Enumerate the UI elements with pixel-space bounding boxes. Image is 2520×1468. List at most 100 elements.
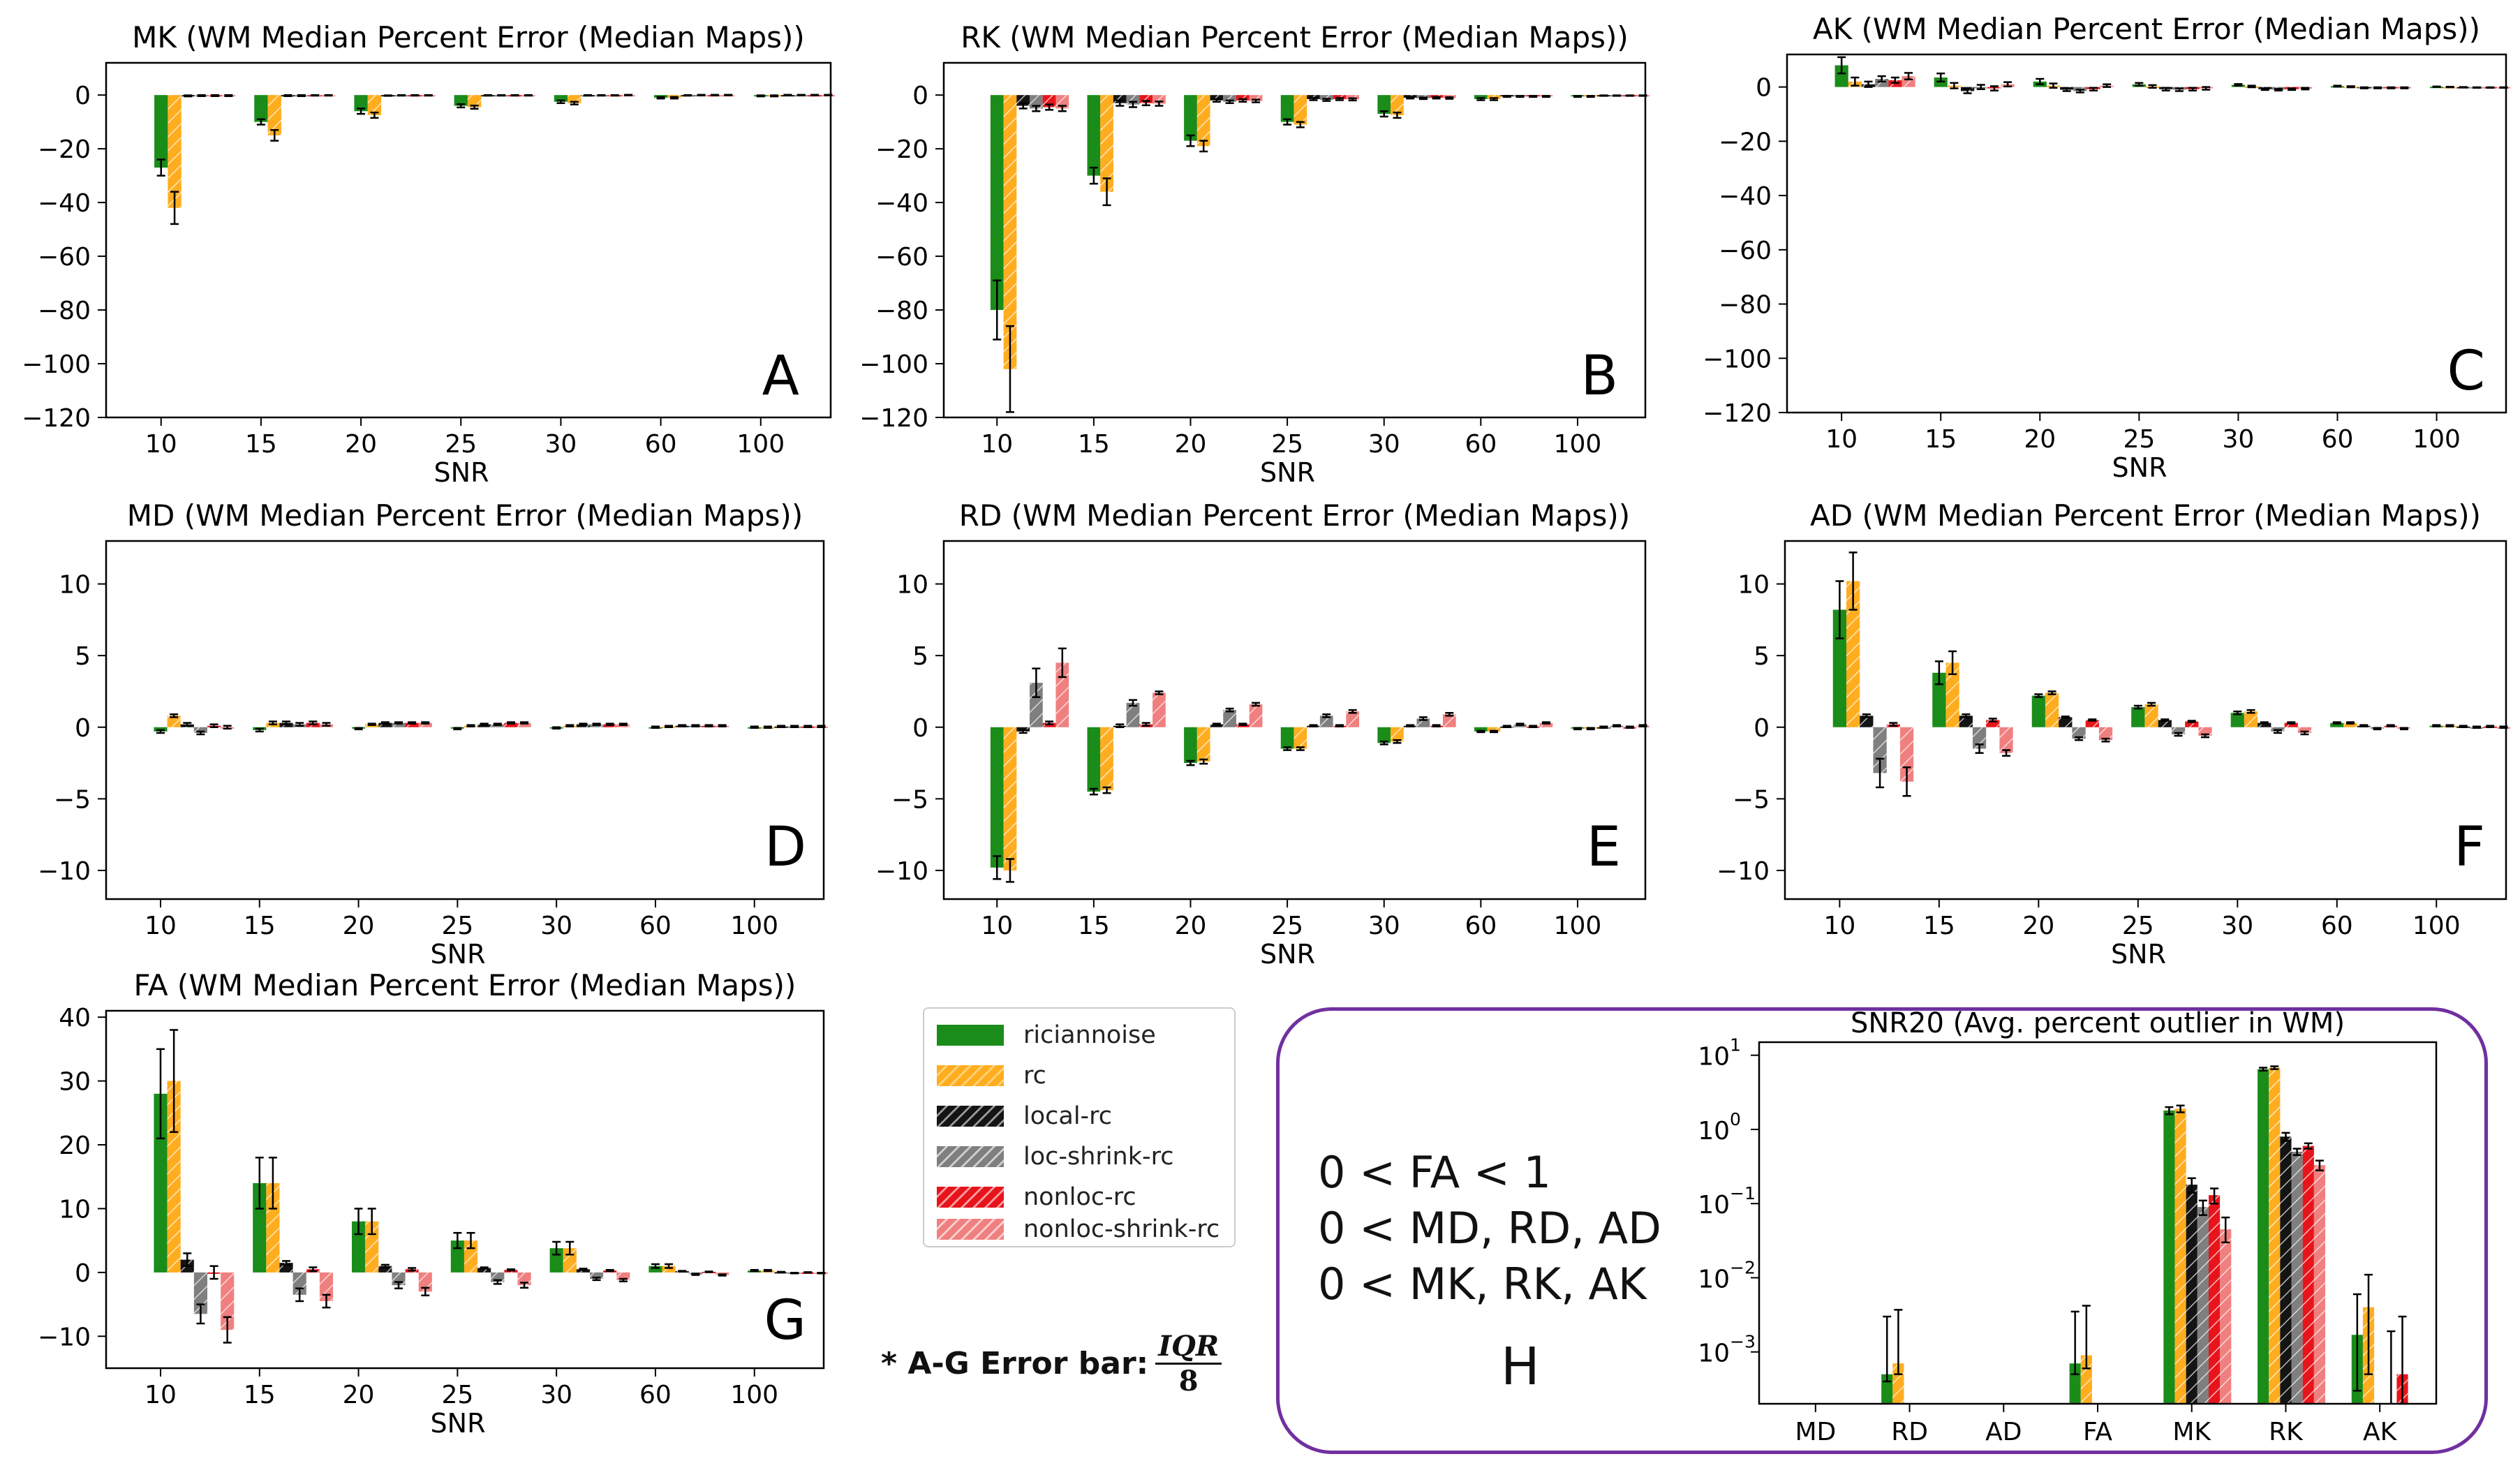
bar-riciannoise <box>1184 95 1197 141</box>
bar-riciannoise <box>154 95 168 168</box>
y-tick-label: 10 <box>59 571 91 600</box>
x-tick-label: 30 <box>540 912 572 940</box>
bar-hatch-nonloc-rc <box>2208 1195 2221 1404</box>
condition-kurtosis: 0 < MK, RK, AK <box>1318 1259 1647 1310</box>
bar-hatch-rc <box>2080 1355 2092 1404</box>
bar-hatch-rc <box>467 95 482 107</box>
fraction-numerator: IQR <box>1155 1330 1222 1365</box>
x-tick-label: 20 <box>1175 430 1207 459</box>
bar-hatch-local-rc <box>2186 1185 2197 1404</box>
y-tick-label: 10 <box>1698 1117 1730 1146</box>
y-tick-label: −60 <box>875 243 928 272</box>
y-tick-label: −10 <box>38 1323 91 1351</box>
x-tick-label: 100 <box>736 430 785 459</box>
panel-letter-h: H <box>1501 1337 1540 1397</box>
bar-hatch-rc <box>1487 95 1501 99</box>
bar-hatch-nonloc-shrink-rc <box>2297 727 2312 733</box>
y-tick-label: 5 <box>1754 642 1770 671</box>
x-tick-label: 10 <box>981 912 1013 940</box>
bar-hatch-local-rc <box>378 722 392 727</box>
x-tick-label: 25 <box>445 430 477 459</box>
x-axis-label: SNR <box>1260 457 1315 488</box>
bar-hatch-rc <box>2174 1109 2186 1404</box>
x-tick-label: 10 <box>144 1381 177 1409</box>
bar-hatch-rc <box>1003 95 1017 369</box>
bar-hatch-rc <box>1487 727 1501 732</box>
chart-title: RK (WM Median Percent Error (Median Maps… <box>961 20 1629 54</box>
panel-letter: B <box>1580 345 1618 408</box>
y-tick-label: 0 <box>912 714 928 743</box>
legend-item-riciannoise: riciannoise <box>937 1021 1156 1049</box>
bar-hatch-nonloc-rc <box>2085 720 2099 727</box>
x-tick-label: 15 <box>244 1381 276 1409</box>
bar-riciannoise <box>554 95 568 102</box>
y-tick-label: −10 <box>1717 857 1770 886</box>
x-tick-label: 15 <box>1078 430 1110 459</box>
x-axis-label: SNR <box>1260 939 1315 970</box>
x-tick-label: 15 <box>245 430 277 459</box>
panel-letter: F <box>2454 816 2485 879</box>
bar-hatch-loc-shrink-rc <box>1873 727 1887 773</box>
bar-hatch-nonloc-rc <box>2185 721 2199 727</box>
bar-hatch-nonloc-shrink-rc <box>2098 727 2113 741</box>
bar-riciannoise <box>2330 722 2344 727</box>
x-tick-label: AD <box>1985 1418 2022 1446</box>
x-tick-label: 30 <box>2223 425 2255 454</box>
plot-frame <box>105 540 825 900</box>
bar-hatch-rc <box>2045 692 2059 727</box>
x-axis-label: SNR <box>431 1408 486 1439</box>
bar-hatch-nonloc-shrink-rc <box>616 1272 630 1280</box>
legend-swatch-rc <box>937 1065 1004 1086</box>
panel-B: 0 −20 −40 −60 −80 −100 −120 10 15 20 25 30 60 100 RK (… <box>859 20 1650 488</box>
bar-hatch-loc-shrink-rc <box>2197 1207 2209 1404</box>
bar-hatch-rc <box>266 1182 280 1273</box>
bar-riciannoise <box>2131 707 2145 727</box>
x-tick-label: 60 <box>1465 912 1497 940</box>
bar-hatch-nonloc-rc <box>1986 720 2000 727</box>
x-tick-label: 15 <box>1923 912 1955 940</box>
bar-riciannoise <box>1932 672 1946 727</box>
x-axis-label: SNR <box>434 457 489 488</box>
x-tick-label: RD <box>1891 1418 1928 1446</box>
x-tick-label: 15 <box>1925 425 1957 454</box>
bar-hatch-rc <box>1945 662 1959 727</box>
x-tick-label: 20 <box>2024 425 2056 454</box>
bar-hatch-rc <box>2343 722 2357 727</box>
y-tick-label: −100 <box>22 350 91 379</box>
y-tick-label: −5 <box>54 785 91 814</box>
plot-frame <box>942 540 1647 900</box>
y-tick-label: −100 <box>1703 345 1772 373</box>
y-tick-label: −80 <box>38 297 91 325</box>
chart-title: SNR20 (Avg. percent outlier in WM) <box>1851 1007 2345 1039</box>
x-tick-label: 20 <box>345 430 377 459</box>
bar-hatch-nonloc-rc <box>1139 95 1153 103</box>
bar-hatch-loc-shrink-rc <box>1223 95 1236 102</box>
y-tick-label: −120 <box>22 404 91 433</box>
bar-hatch-loc-shrink-rc <box>590 1272 604 1279</box>
bar-hatch-nonloc-shrink-rc <box>1999 727 2013 753</box>
x-axis-label: SNR <box>2111 939 2166 970</box>
bar-hatch-loc-shrink-rc <box>1223 710 1236 727</box>
bar-hatch-rc <box>1100 727 1113 791</box>
y-tick-label: 10 <box>59 1195 91 1224</box>
y-tick-label: −5 <box>1733 785 1770 814</box>
bar-hatch-nonloc-rc <box>405 722 419 727</box>
bar-hatch-local-rc <box>477 1268 491 1273</box>
bar-hatch-nonloc-shrink-rc <box>1346 95 1360 100</box>
bar-hatch-rc <box>367 95 382 116</box>
panel-D: 10 5 0 −5 −10 10 15 20 25 30 60 100 MD (WM Median Pe… <box>38 498 829 970</box>
legend-swatch-loc-shrink-rc <box>937 1146 1004 1167</box>
condition-fa: 0 < FA < 1 <box>1318 1147 1552 1198</box>
bar-riciannoise <box>1087 95 1101 176</box>
y-tick-label: −20 <box>875 135 928 164</box>
bar-hatch-rc <box>2244 711 2258 727</box>
x-tick-label: 25 <box>2122 912 2154 940</box>
x-tick-label: 20 <box>2022 912 2054 940</box>
x-tick-label: 15 <box>1078 912 1110 940</box>
x-tick-label: 100 <box>2412 425 2461 454</box>
y-tick-label: −120 <box>1703 399 1772 428</box>
x-tick-label: 60 <box>1465 430 1497 459</box>
bar-hatch-loc-shrink-rc <box>2072 727 2086 739</box>
